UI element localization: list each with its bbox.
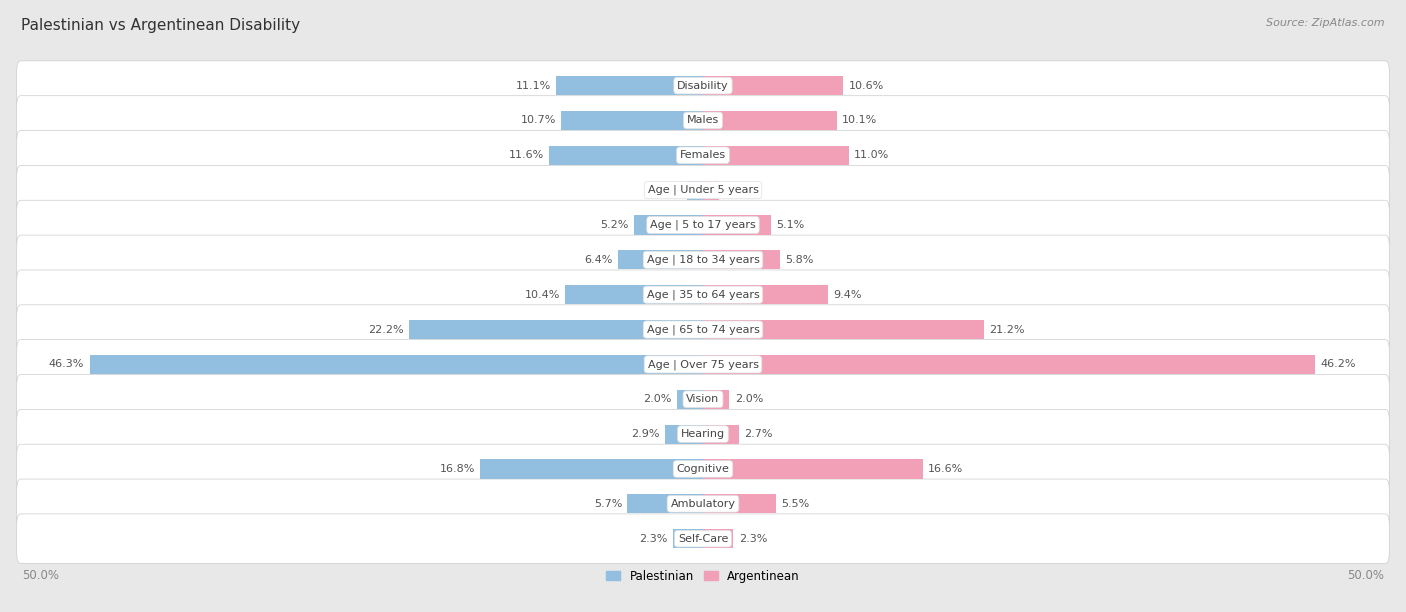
Text: 46.2%: 46.2% (1320, 359, 1355, 370)
Text: 11.0%: 11.0% (853, 151, 889, 160)
Bar (703, 425, 738, 444)
Bar (703, 111, 837, 130)
Text: 10.1%: 10.1% (842, 116, 877, 125)
FancyBboxPatch shape (17, 514, 1389, 564)
Text: Disability: Disability (678, 81, 728, 91)
Text: Age | Under 5 years: Age | Under 5 years (648, 185, 758, 195)
Text: Age | 18 to 34 years: Age | 18 to 34 years (647, 255, 759, 265)
Bar (409, 320, 703, 339)
Text: 2.9%: 2.9% (631, 429, 659, 439)
Text: Hearing: Hearing (681, 429, 725, 439)
Bar (550, 146, 703, 165)
Bar (703, 494, 776, 513)
Text: 10.7%: 10.7% (520, 116, 555, 125)
Bar (665, 425, 703, 444)
FancyBboxPatch shape (17, 340, 1389, 389)
Text: Age | Over 75 years: Age | Over 75 years (648, 359, 758, 370)
Text: Age | 5 to 17 years: Age | 5 to 17 years (650, 220, 756, 230)
Bar (634, 215, 703, 234)
Text: Palestinian vs Argentinean Disability: Palestinian vs Argentinean Disability (21, 18, 301, 34)
FancyBboxPatch shape (17, 165, 1389, 215)
FancyBboxPatch shape (17, 305, 1389, 354)
Bar (481, 460, 703, 479)
Text: 9.4%: 9.4% (832, 289, 862, 300)
Text: Cognitive: Cognitive (676, 464, 730, 474)
Text: 10.4%: 10.4% (524, 289, 560, 300)
Text: 16.8%: 16.8% (440, 464, 475, 474)
Bar (688, 181, 703, 200)
FancyBboxPatch shape (17, 444, 1389, 494)
Text: 5.1%: 5.1% (776, 220, 804, 230)
Text: 1.2%: 1.2% (724, 185, 752, 195)
Text: 2.3%: 2.3% (738, 534, 768, 543)
Bar (703, 215, 770, 234)
Legend: Palestinian, Argentinean: Palestinian, Argentinean (602, 565, 804, 588)
Text: 5.7%: 5.7% (593, 499, 623, 509)
Bar (676, 390, 703, 409)
FancyBboxPatch shape (17, 409, 1389, 459)
Text: 11.6%: 11.6% (509, 151, 544, 160)
Bar (565, 285, 703, 304)
Text: 5.5%: 5.5% (782, 499, 810, 509)
FancyBboxPatch shape (17, 61, 1389, 110)
Bar (703, 146, 849, 165)
Bar (703, 76, 844, 95)
FancyBboxPatch shape (17, 235, 1389, 285)
Text: 1.2%: 1.2% (654, 185, 682, 195)
Bar (703, 320, 984, 339)
FancyBboxPatch shape (17, 130, 1389, 180)
Text: 6.4%: 6.4% (585, 255, 613, 265)
Text: Age | 65 to 74 years: Age | 65 to 74 years (647, 324, 759, 335)
FancyBboxPatch shape (17, 479, 1389, 529)
Text: Source: ZipAtlas.com: Source: ZipAtlas.com (1267, 18, 1385, 28)
Text: Vision: Vision (686, 394, 720, 405)
Text: 2.0%: 2.0% (643, 394, 671, 405)
Text: 5.8%: 5.8% (785, 255, 814, 265)
Text: 16.6%: 16.6% (928, 464, 963, 474)
Text: 11.1%: 11.1% (516, 81, 551, 91)
FancyBboxPatch shape (17, 375, 1389, 424)
Text: Age | 35 to 64 years: Age | 35 to 64 years (647, 289, 759, 300)
Text: Females: Females (681, 151, 725, 160)
Bar (627, 494, 703, 513)
Text: 22.2%: 22.2% (368, 324, 404, 335)
Bar (672, 529, 703, 548)
Bar (703, 250, 780, 269)
FancyBboxPatch shape (17, 200, 1389, 250)
Bar (703, 460, 922, 479)
Text: 5.2%: 5.2% (600, 220, 628, 230)
Bar (703, 529, 734, 548)
Text: Self-Care: Self-Care (678, 534, 728, 543)
Text: Ambulatory: Ambulatory (671, 499, 735, 509)
Bar (555, 76, 703, 95)
Text: 2.7%: 2.7% (744, 429, 772, 439)
Bar (90, 355, 703, 374)
Bar (561, 111, 703, 130)
Text: 21.2%: 21.2% (990, 324, 1025, 335)
Text: 46.3%: 46.3% (49, 359, 84, 370)
Bar (703, 285, 828, 304)
FancyBboxPatch shape (17, 270, 1389, 319)
Bar (703, 181, 718, 200)
Text: 10.6%: 10.6% (849, 81, 884, 91)
Text: 2.0%: 2.0% (735, 394, 763, 405)
Text: Males: Males (688, 116, 718, 125)
FancyBboxPatch shape (17, 95, 1389, 145)
Bar (703, 355, 1315, 374)
Bar (619, 250, 703, 269)
Bar (703, 390, 730, 409)
Text: 2.3%: 2.3% (638, 534, 668, 543)
